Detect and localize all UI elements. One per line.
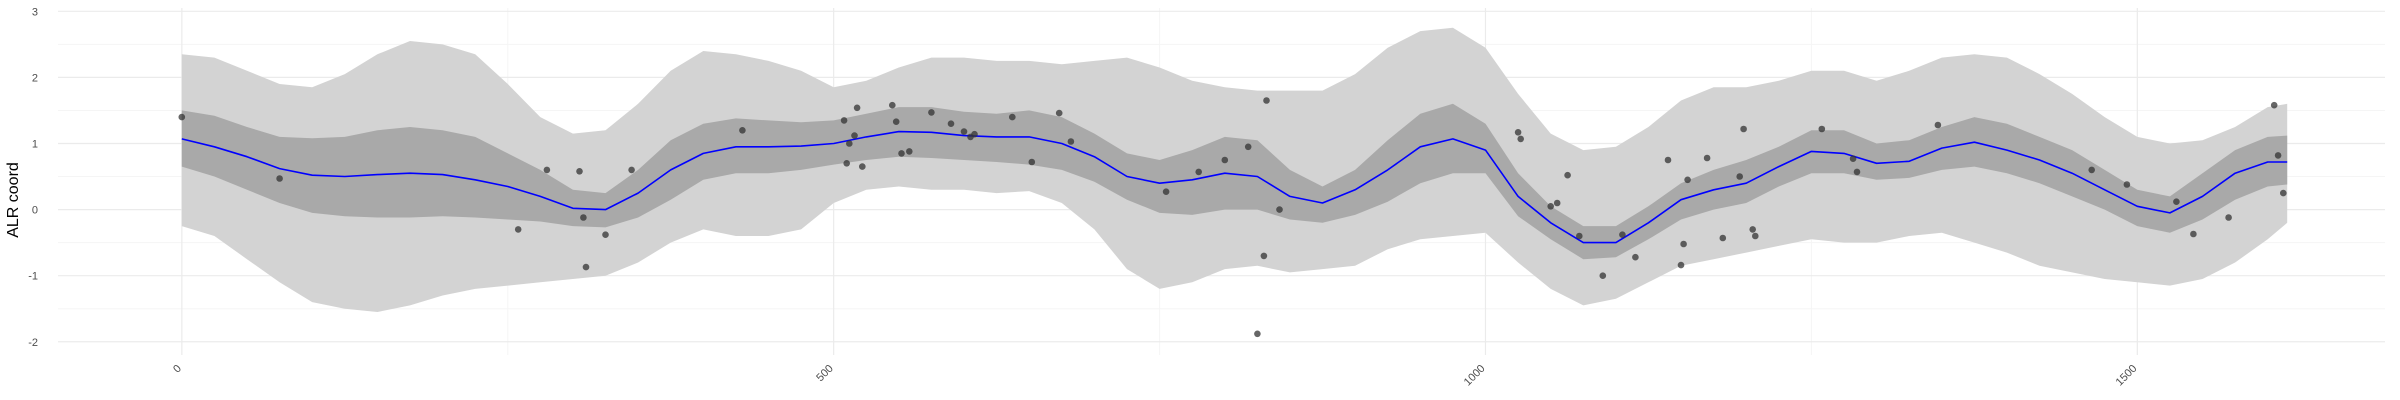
data-point xyxy=(840,117,848,124)
data-point xyxy=(178,113,186,121)
data-point xyxy=(1195,168,1202,176)
data-point xyxy=(1599,272,1607,280)
data-point xyxy=(1703,154,1711,162)
data-point xyxy=(2088,166,2095,174)
data-point xyxy=(602,231,609,238)
y-tick-label: -2 xyxy=(28,337,38,349)
data-point xyxy=(947,120,955,127)
data-point xyxy=(1677,261,1685,269)
x-tick-label: 0 xyxy=(171,363,184,376)
data-point xyxy=(2280,189,2287,197)
data-point xyxy=(1680,240,1687,248)
data-point xyxy=(843,160,850,167)
data-point xyxy=(1849,155,1857,162)
data-point xyxy=(1564,171,1571,179)
band-layer xyxy=(181,27,2288,313)
data-point xyxy=(846,140,853,147)
data-point xyxy=(859,163,866,170)
data-point xyxy=(276,175,283,182)
line-layer xyxy=(181,130,2288,244)
data-point xyxy=(1067,138,1075,145)
data-point xyxy=(543,166,551,174)
data-point xyxy=(582,263,590,271)
data-point xyxy=(960,128,968,135)
data-point xyxy=(1244,143,1252,151)
data-point xyxy=(2270,101,2278,109)
point-layer xyxy=(178,97,2287,338)
data-point xyxy=(1619,231,1626,238)
y-tick-label: 1 xyxy=(32,138,38,150)
y-tick-label: -1 xyxy=(28,271,38,283)
data-point xyxy=(889,101,896,109)
data-point xyxy=(2123,181,2131,188)
y-tick-label: 0 xyxy=(32,205,38,217)
data-point xyxy=(1221,156,1229,164)
data-point xyxy=(628,166,635,174)
x-tick-label: 500 xyxy=(814,363,835,384)
data-point xyxy=(1055,109,1063,117)
data-point xyxy=(739,127,746,134)
data-point xyxy=(1740,125,1747,133)
y-axis-label: ALR coord xyxy=(5,162,22,238)
mean-line xyxy=(181,130,2288,244)
data-point xyxy=(1260,252,1268,260)
data-point xyxy=(2173,198,2180,205)
inner-credible-band xyxy=(181,103,2288,260)
data-point xyxy=(514,226,522,233)
data-point xyxy=(1719,234,1727,242)
data-point xyxy=(892,118,900,125)
data-point xyxy=(1162,188,1170,195)
data-point xyxy=(971,130,978,138)
data-point xyxy=(1254,330,1261,338)
x-tick-label: 1000 xyxy=(1462,363,1488,389)
data-point xyxy=(906,148,913,155)
data-point xyxy=(1276,206,1283,213)
data-point xyxy=(1752,232,1759,240)
data-point xyxy=(2225,214,2232,221)
data-point xyxy=(1632,253,1639,261)
x-tick-label: 1500 xyxy=(2114,363,2140,389)
data-point xyxy=(1028,158,1036,166)
data-point xyxy=(1736,173,1743,180)
data-point xyxy=(1009,113,1016,121)
y-tick-label: 2 xyxy=(32,72,38,84)
data-point xyxy=(1818,125,1826,133)
data-point xyxy=(928,109,935,116)
y-tick-label: 3 xyxy=(32,6,38,18)
data-point xyxy=(1684,176,1691,184)
data-point xyxy=(1749,226,1756,233)
data-point xyxy=(1514,129,1522,136)
data-point xyxy=(2274,152,2282,159)
data-point xyxy=(1547,203,1554,210)
data-point xyxy=(580,214,587,221)
data-point xyxy=(1517,135,1524,143)
data-point xyxy=(1934,121,1942,129)
data-point xyxy=(576,168,583,175)
data-point xyxy=(851,132,858,139)
data-point xyxy=(1263,97,1270,104)
data-point xyxy=(2190,230,2197,238)
data-point xyxy=(1576,232,1583,240)
data-point xyxy=(853,104,861,112)
data-point xyxy=(1664,156,1672,164)
data-point xyxy=(898,150,905,157)
data-point xyxy=(1553,199,1561,207)
data-point xyxy=(1853,168,1861,176)
